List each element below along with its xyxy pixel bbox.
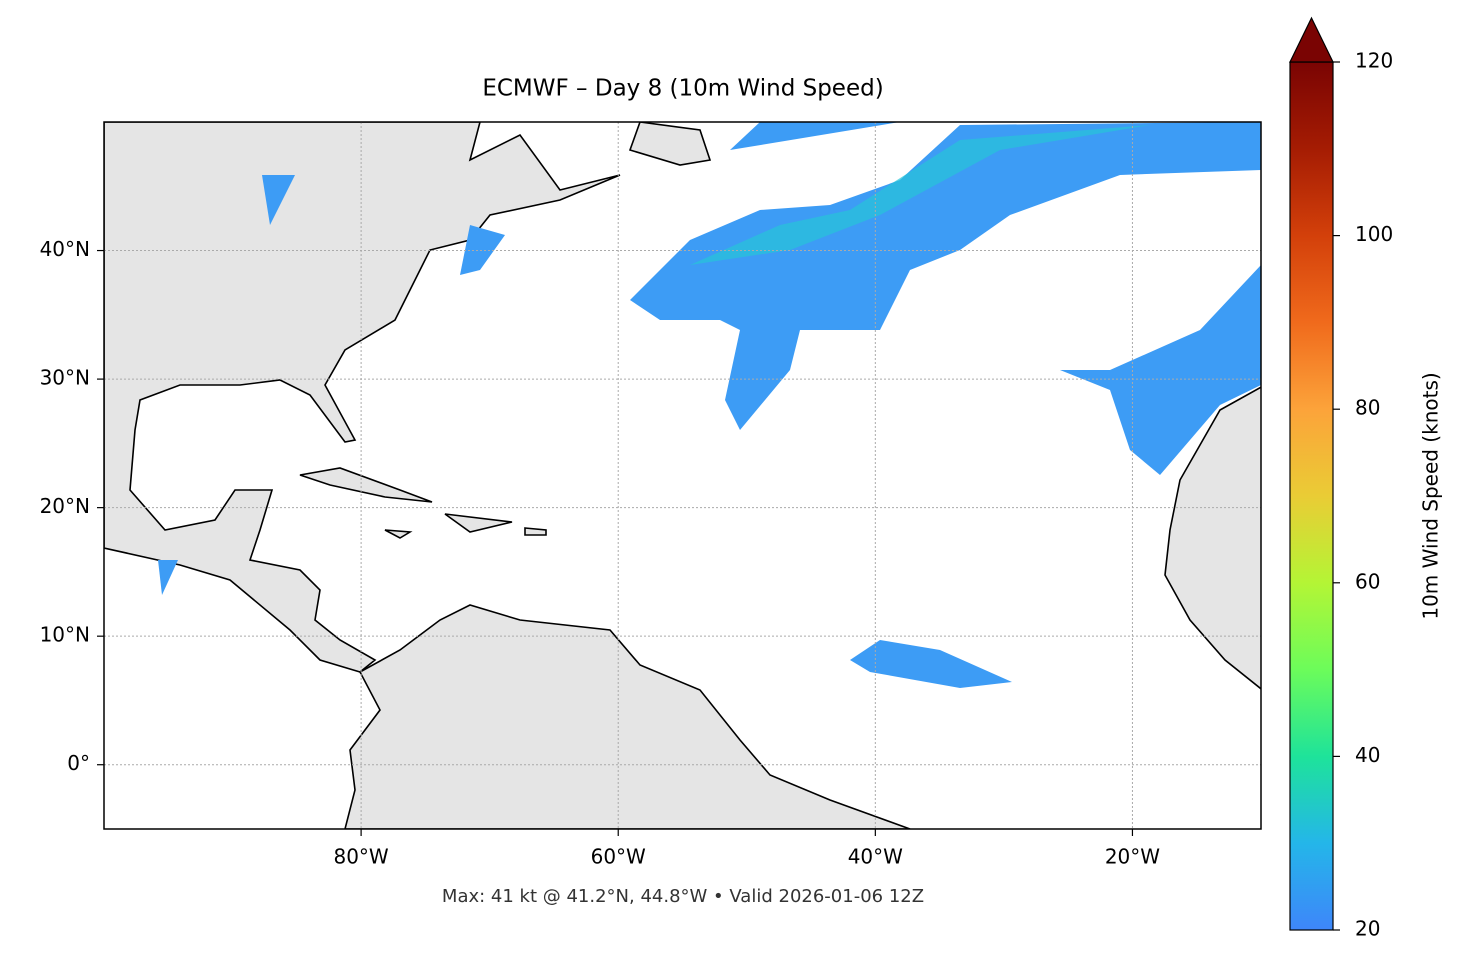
- colorbar: [1289, 61, 1334, 931]
- map-frame: [103, 121, 1262, 830]
- north-america: [104, 122, 621, 673]
- x-tick-label: 40°W: [848, 845, 903, 869]
- wind-patch: [460, 225, 505, 275]
- cuba: [299, 467, 433, 503]
- footer-note: Max: 41 kt @ 41.2°N, 44.8°W • Valid 2026…: [442, 886, 924, 907]
- colorbar-tick-label: 20: [1355, 917, 1380, 941]
- x-tick-label: 60°W: [591, 845, 646, 869]
- wind-core: [690, 125, 1150, 265]
- colorbar-tick-label: 60: [1355, 569, 1380, 593]
- jamaica: [384, 529, 413, 539]
- wind-patch: [158, 560, 178, 595]
- x-tick-label: 80°W: [333, 845, 388, 869]
- south-america: [344, 604, 911, 829]
- x-tick-label: 20°W: [1105, 845, 1160, 869]
- wind-patch: [262, 175, 295, 225]
- greenland-tip: [628, 122, 712, 166]
- hispaniola: [444, 513, 513, 533]
- y-tick-label: 0°: [67, 751, 90, 775]
- wind-patch: [1060, 265, 1261, 475]
- title: ECMWF – Day 8 (10m Wind Speed): [482, 76, 883, 102]
- y-tick-label: 40°N: [40, 237, 90, 261]
- colorbar-tick-label: 80: [1355, 396, 1380, 420]
- colorbar-label: 10m Wind Speed (knots): [1419, 372, 1443, 619]
- colorbar-extend: [1289, 16, 1334, 63]
- wind-plume: [630, 122, 1261, 430]
- colorbar-tick-label: 40: [1355, 743, 1380, 767]
- wind-patch: [730, 122, 900, 150]
- colorbar-tick-label: 120: [1355, 49, 1393, 73]
- wind-patch: [850, 640, 1012, 688]
- africa: [1164, 386, 1261, 690]
- y-tick-label: 20°N: [40, 494, 90, 518]
- y-tick-label: 30°N: [40, 366, 90, 390]
- y-tick-label: 10°N: [40, 623, 90, 647]
- map-area: [104, 122, 1261, 829]
- colorbar-tick-label: 100: [1355, 222, 1393, 246]
- puerto-rico: [524, 527, 547, 536]
